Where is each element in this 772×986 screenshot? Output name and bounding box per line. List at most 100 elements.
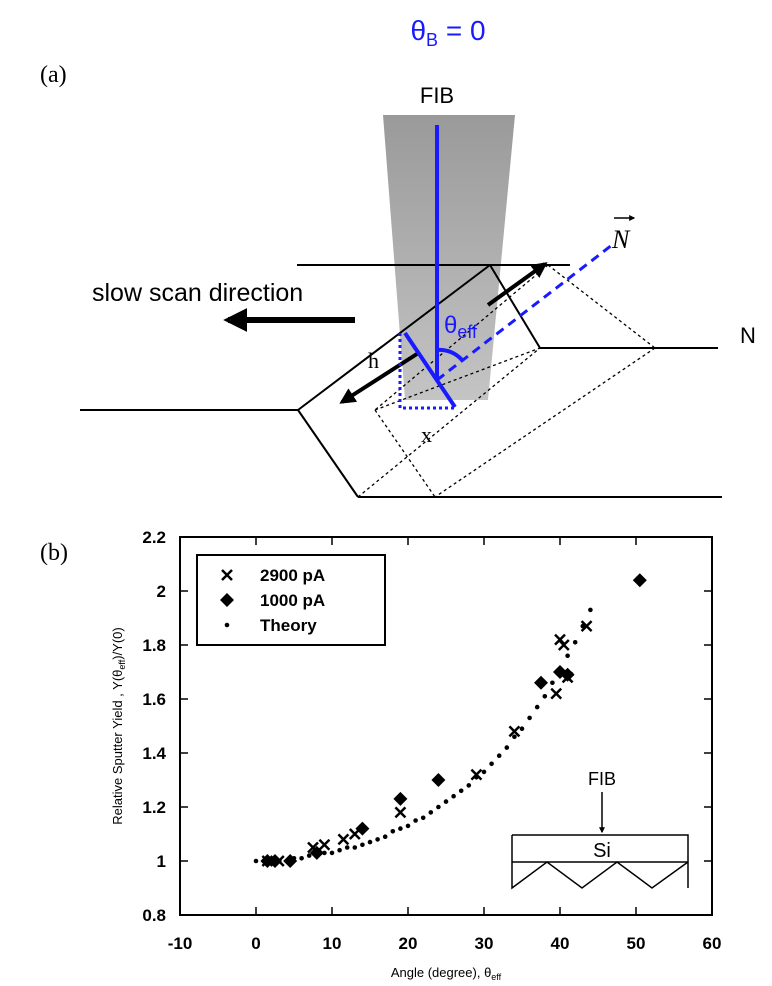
ion-beam [383, 115, 515, 400]
data-point [451, 793, 456, 799]
data-point [436, 804, 441, 810]
data-point [481, 769, 487, 775]
y-tick-label: 2.2 [142, 528, 166, 547]
data-point [470, 768, 483, 781]
data-point [291, 856, 297, 861]
legend-marker [221, 569, 233, 581]
data-point [261, 858, 266, 864]
x-tick-label: 30 [475, 934, 494, 953]
data-point [367, 839, 373, 845]
data-point [329, 850, 335, 856]
data-point [284, 858, 289, 864]
data-point [508, 725, 521, 738]
data-point [474, 775, 479, 780]
data-point [322, 850, 327, 856]
data-point [268, 854, 282, 868]
slope-arrow [339, 350, 422, 404]
data-point [572, 640, 578, 645]
data-point [352, 845, 358, 850]
data-point [443, 799, 449, 804]
data-point [375, 837, 380, 842]
h-label: h [368, 348, 379, 373]
data-point [557, 639, 570, 651]
data-point [580, 620, 593, 632]
normal-line [436, 243, 613, 382]
x-tick-label: 20 [399, 934, 418, 953]
y-tick-label: 1 [157, 852, 166, 871]
data-point [428, 810, 434, 815]
data-point [390, 829, 396, 834]
data-point [557, 669, 563, 675]
x-tick-label: 10 [323, 934, 342, 953]
data-point [253, 858, 259, 864]
data-point [466, 783, 472, 788]
inset: FIB Si [511, 769, 689, 890]
data-point [314, 853, 320, 858]
slope-arrow [486, 262, 548, 307]
height-box [398, 333, 455, 410]
y-tick-label: 1.4 [142, 744, 166, 763]
data-point [534, 675, 548, 690]
data-point [276, 858, 282, 864]
x-tick-label: 0 [251, 934, 260, 953]
inset-shape [511, 834, 689, 890]
panel-label: (b) [40, 540, 68, 566]
inset-label: FIB [588, 769, 616, 789]
sample-dotted [357, 264, 656, 498]
x-axis-label: Angle (degree), θeff [391, 965, 502, 982]
data-point [413, 818, 418, 823]
data-point [588, 607, 593, 613]
data-point [420, 815, 426, 821]
data-point [519, 726, 525, 731]
data-point [489, 761, 494, 767]
data-point [560, 667, 575, 682]
angle-arc [436, 347, 464, 362]
data-point [337, 847, 342, 853]
data-point [355, 821, 370, 836]
data-point [542, 694, 548, 699]
data-point [344, 845, 350, 850]
data-point [431, 773, 446, 787]
inset-label: Si [593, 840, 611, 862]
data-point [299, 856, 304, 861]
legend-label: 1000 pA [260, 591, 325, 610]
beam-label: FIB [420, 83, 454, 108]
diagram-title: θB = 0 [410, 15, 485, 50]
data-point [394, 806, 407, 819]
x-tick-label: 50 [627, 934, 646, 953]
data-point [504, 745, 510, 750]
data-point [268, 858, 274, 864]
x-tick-label: 40 [551, 934, 570, 953]
x-tick-label: -10 [168, 934, 193, 953]
normal-label: N [611, 225, 631, 254]
y-tick-label: 1.8 [142, 636, 166, 655]
surface-line [403, 331, 457, 409]
y-tick-label: 0.8 [142, 906, 166, 925]
data-point [306, 853, 312, 858]
data-point [565, 653, 570, 659]
right-label: N [740, 323, 756, 348]
data-point [458, 788, 464, 794]
legend-label: Theory [260, 616, 317, 635]
x-label: x [421, 422, 432, 447]
data-point [527, 715, 532, 721]
data-point [512, 734, 517, 740]
data-point [534, 704, 540, 710]
y-tick-label: 1.6 [142, 690, 166, 709]
angle-label: θeff [444, 312, 478, 342]
data-point [632, 573, 647, 588]
data-point [405, 823, 411, 829]
data-point [393, 791, 408, 806]
plot-frame [179, 536, 713, 916]
data-point [360, 842, 365, 848]
data-point [398, 826, 403, 831]
data-point [337, 833, 350, 846]
x-tick-label: 60 [703, 934, 722, 953]
y-axis-label: Relative Sputter Yield , Y(θeff)/Y(0) [110, 627, 127, 824]
panel-label: (a) [40, 62, 67, 88]
data-point [260, 854, 275, 868]
sample-outline [80, 264, 722, 498]
y-tick-label: 2 [157, 582, 166, 601]
y-tick-label: 1.2 [142, 798, 166, 817]
